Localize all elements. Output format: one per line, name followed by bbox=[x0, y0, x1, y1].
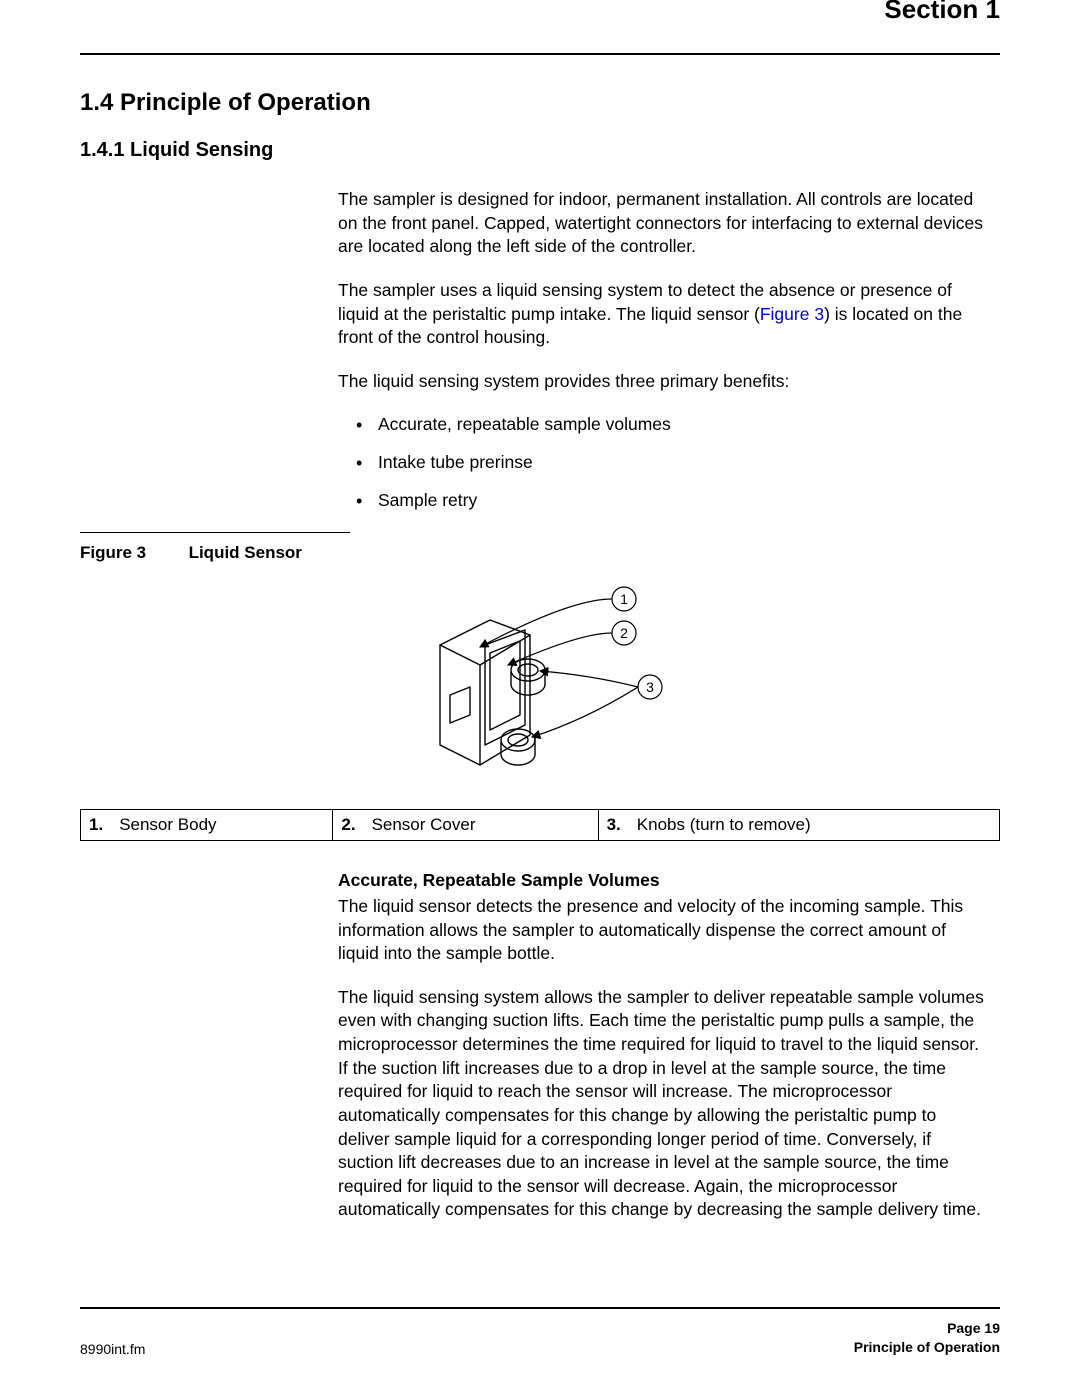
callout-3: 3 bbox=[646, 679, 654, 695]
bottom-rule bbox=[80, 1307, 1000, 1309]
paragraph-intro: The sampler is designed for indoor, perm… bbox=[338, 188, 988, 259]
heading-liquid-sensing: 1.4.1 Liquid Sensing bbox=[80, 139, 1000, 162]
callout-1: 1 bbox=[620, 591, 628, 607]
legend-num-1: 1. bbox=[81, 810, 112, 841]
legend-num-3: 3. bbox=[598, 810, 629, 841]
body-column-2: Accurate, Repeatable Sample Volumes The … bbox=[338, 869, 988, 1222]
legend-text-3: Knobs (turn to remove) bbox=[629, 810, 1000, 841]
body-column-1: The sampler is designed for indoor, perm… bbox=[338, 188, 988, 512]
figure-caption: Figure 3 Liquid Sensor bbox=[80, 532, 350, 563]
heading-principle-of-operation: 1.4 Principle of Operation bbox=[80, 89, 1000, 117]
legend-num-2: 2. bbox=[333, 810, 364, 841]
list-item: Accurate, repeatable sample volumes bbox=[356, 413, 988, 437]
footer-filename: 8990int.fm bbox=[80, 1341, 145, 1357]
section-header: Section 1 bbox=[80, 0, 1000, 25]
figure-title: Liquid Sensor bbox=[189, 543, 302, 562]
legend-text-2: Sensor Cover bbox=[364, 810, 599, 841]
subheading-accurate-volumes: Accurate, Repeatable Sample Volumes bbox=[338, 869, 988, 893]
figure-liquid-sensor: 1 2 3 bbox=[380, 575, 700, 795]
paragraph-benefits-intro: The liquid sensing system provides three… bbox=[338, 370, 988, 394]
benefits-list: Accurate, repeatable sample volumes Inta… bbox=[338, 413, 988, 512]
top-rule bbox=[80, 53, 1000, 55]
list-item: Sample retry bbox=[356, 489, 988, 513]
table-row: 1. Sensor Body 2. Sensor Cover 3. Knobs … bbox=[81, 810, 1000, 841]
footer-page-number: Page 19 bbox=[854, 1319, 1000, 1338]
callout-2: 2 bbox=[620, 625, 628, 641]
footer-section-title: Principle of Operation bbox=[854, 1338, 1000, 1357]
page: Section 1 1.4 Principle of Operation 1.4… bbox=[0, 0, 1080, 1397]
list-item: Intake tube prerinse bbox=[356, 451, 988, 475]
paragraph-accurate-2: The liquid sensing system allows the sam… bbox=[338, 986, 988, 1222]
figure-label: Figure 3 bbox=[80, 543, 146, 562]
figure-legend-table: 1. Sensor Body 2. Sensor Cover 3. Knobs … bbox=[80, 809, 1000, 841]
figure-3-link[interactable]: Figure 3 bbox=[760, 304, 824, 324]
paragraph-liquid-sensing: The sampler uses a liquid sensing system… bbox=[338, 279, 988, 350]
paragraph-accurate-1: The liquid sensor detects the presence a… bbox=[338, 895, 988, 966]
legend-text-1: Sensor Body bbox=[111, 810, 333, 841]
